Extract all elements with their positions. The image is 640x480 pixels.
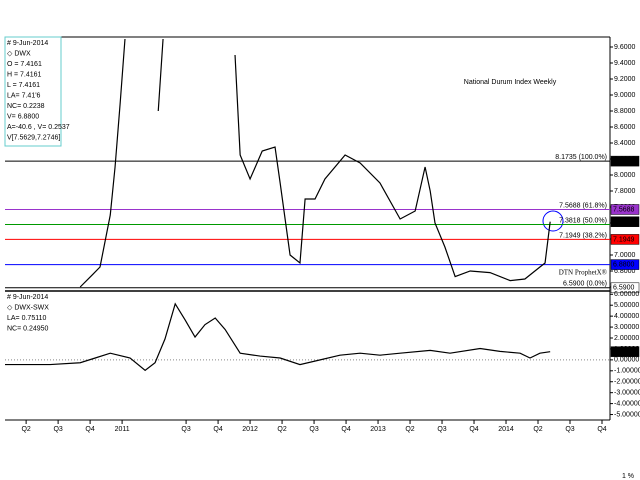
y-tick-label: 8.0000 — [614, 172, 636, 179]
y-tick-label: -5.00000 — [614, 411, 640, 418]
axis-value-label: 0.75110 — [613, 349, 638, 356]
axis-value-label: 7.4'6 — [613, 219, 628, 226]
y-tick-label: 0.00000 — [614, 357, 639, 364]
info-box — [4, 36, 62, 147]
y-tick-label: -4.00000 — [614, 400, 640, 407]
info-text: # 9-Jun-2014 — [7, 40, 48, 47]
y-tick-label: 4.00000 — [614, 313, 639, 320]
y-tick-label: 9.2000 — [614, 76, 636, 83]
info-text: V= 6.8800 — [7, 113, 39, 120]
x-tick-label: 2014 — [498, 426, 514, 433]
reference-label: 7.5688 (61.8%) — [559, 202, 607, 209]
info-text: L = 7.4161 — [7, 82, 40, 89]
y-tick-label: -3.00000 — [614, 390, 640, 397]
y-tick-label: 9.0000 — [614, 92, 636, 99]
x-tick-label: 2013 — [370, 426, 386, 433]
axis-value-box — [610, 204, 640, 215]
reference-label: 7.1949 (38.2%) — [559, 232, 607, 239]
axis-value-box — [610, 346, 640, 357]
reference-label: 6.5900 (0.0%) — [563, 281, 607, 288]
axis-value-box — [610, 216, 640, 227]
info-text: NC= 0.2238 — [7, 103, 45, 110]
y-tick-label: 3.00000 — [614, 324, 639, 331]
y-tick-label: -1.00000 — [614, 368, 640, 375]
price-line — [5, 302, 551, 372]
y-tick-label: -2.00000 — [614, 379, 640, 386]
info-text: ◇ DWX — [7, 50, 31, 57]
x-tick-label: Q4 — [469, 426, 478, 433]
x-tick-label: 2012 — [242, 426, 258, 433]
y-tick-label: 7.0000 — [614, 252, 636, 259]
x-tick-label: Q4 — [85, 426, 94, 433]
y-tick-label: 8.8000 — [614, 108, 636, 115]
x-tick-label: Q3 — [437, 426, 446, 433]
y-tick-label: 6.8000 — [614, 268, 636, 275]
x-tick-label: Q4 — [341, 426, 350, 433]
axis-value-label: 7.1949 — [613, 236, 635, 243]
x-tick-label: Q3 — [181, 426, 190, 433]
y-tick-label: 6.00000 — [614, 291, 639, 298]
y-tick-label: 8.4000 — [614, 140, 636, 147]
watermark: DTN ProphetX® — [559, 269, 608, 277]
axis-value-box — [610, 259, 640, 270]
x-tick-label: Q2 — [21, 426, 30, 433]
y-tick-label: 9.6000 — [614, 44, 636, 51]
info-text: LA= 7.41'6 — [7, 92, 41, 99]
x-tick-label: Q4 — [597, 426, 606, 433]
info-text: ◇ DWX-SWX — [7, 304, 49, 311]
axis-value-box — [610, 155, 640, 167]
axis-value-label: 6.8800 — [613, 261, 635, 268]
reference-label: 8.1735 (100.0%) — [555, 154, 607, 161]
corner-label: 1 % — [622, 473, 634, 480]
chart-title: National Durum Index Weekly — [464, 79, 557, 86]
axis-value-box — [610, 234, 640, 245]
info-text: # 9-Jun-2014 — [7, 294, 48, 301]
x-tick-label: Q3 — [565, 426, 574, 433]
axis-value-label: 6.5900 — [613, 285, 635, 292]
info-text: NC= 0.24950 — [7, 325, 49, 332]
info-text: LA= 0.75110 — [7, 315, 46, 322]
reference-label: 7.3818 (50.0%) — [559, 217, 607, 224]
y-tick-label: 9.4000 — [614, 60, 636, 67]
x-tick-label: Q3 — [53, 426, 62, 433]
info-text: A=-40.6 , V= 0.2537 — [7, 124, 70, 131]
axis-value-label: 8.1735 — [613, 158, 635, 165]
info-text: V[7.5629,7.2746] — [7, 134, 60, 141]
x-tick-label: Q2 — [533, 426, 542, 433]
highlight-circle — [542, 210, 564, 232]
info-text: H = 7.4161 — [7, 71, 42, 78]
axis-value-label: 7.5688 — [613, 206, 635, 213]
axis-value-box — [610, 282, 640, 294]
y-tick-label: 8.6000 — [614, 124, 636, 131]
y-tick-label: 5.00000 — [614, 302, 639, 309]
price-line — [79, 38, 551, 288]
info-text: O = 7.4161 — [7, 61, 42, 68]
x-tick-label: Q3 — [309, 426, 318, 433]
x-tick-label: Q4 — [213, 426, 222, 433]
x-tick-label: Q2 — [405, 426, 414, 433]
x-tick-label: Q2 — [277, 426, 286, 433]
y-tick-label: 7.8000 — [614, 188, 636, 195]
x-tick-label: 2011 — [115, 426, 130, 433]
y-tick-label: 2.00000 — [614, 335, 639, 342]
